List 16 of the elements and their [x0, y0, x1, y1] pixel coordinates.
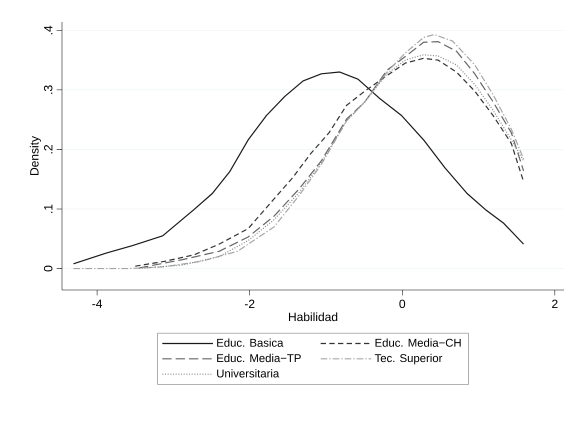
- y-tick-label: .1: [44, 204, 52, 213]
- x-tick-label: -2: [244, 300, 254, 308]
- x-tick-label: -4: [92, 300, 102, 308]
- y-tick-label: .2: [44, 145, 52, 154]
- legend-label: Universitaria: [217, 369, 280, 378]
- legend-label: Educ. Media−CH: [376, 338, 461, 347]
- x-tick-label: 0: [399, 300, 406, 308]
- y-axis-title: Density: [30, 136, 41, 176]
- x-tick-label: 2: [552, 300, 558, 308]
- y-tick-label: .4: [44, 26, 52, 34]
- legend-label: Tec. Superior: [374, 354, 442, 364]
- x-axis-title: Habilidad: [288, 312, 338, 322]
- y-tick-label: 0: [44, 266, 52, 272]
- legend-label: Educ. Basica: [217, 338, 284, 347]
- y-tick-label: .3: [44, 85, 52, 94]
- legend-label: Educ. Media−TP: [217, 354, 301, 362]
